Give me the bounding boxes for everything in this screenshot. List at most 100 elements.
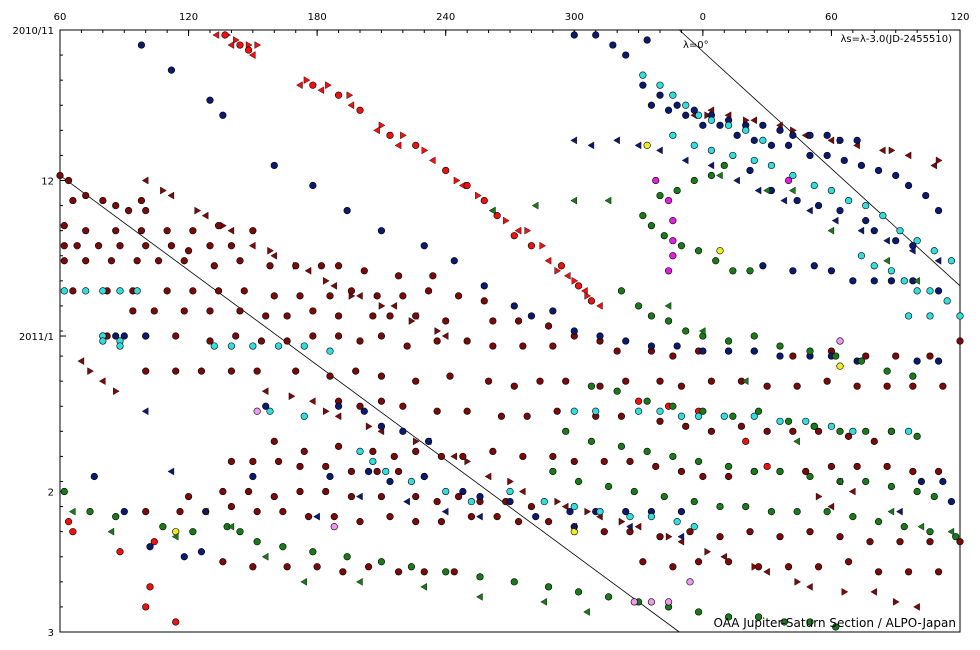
data-point [810,181,818,190]
data-point-triangle-left [934,256,942,265]
data-point [386,477,394,486]
data-point [956,538,964,546]
data-point [339,568,347,576]
data-point [922,191,930,200]
data-point [810,422,818,430]
data-point [377,227,386,235]
data-point [814,427,823,435]
data-point [317,262,326,270]
data-point [257,337,266,345]
data-point-triangle-left [227,226,235,235]
data-point [86,508,94,516]
data-point-triangle-left [806,583,813,591]
data-point [947,497,956,506]
data-point [510,578,518,586]
data-point-triangle-right [267,246,274,255]
data-point [849,427,857,435]
data-point [570,31,578,39]
data-point [904,181,913,190]
data-point [347,492,356,501]
data-point [326,472,334,481]
data-point-triangle-left [754,186,762,195]
data-point [292,367,300,375]
data-point-triangle-left [441,332,449,340]
data-point-triangle-left [98,377,106,386]
data-point [150,307,158,315]
data-point-triangle-left [848,487,856,496]
data-point [249,472,257,481]
data-point [279,508,287,516]
data-point [600,528,608,536]
data-point-triangle-left [531,201,539,210]
data-point [253,367,261,375]
data-point [862,217,870,225]
data-point [656,377,664,385]
data-point [647,342,656,350]
data-point [326,292,334,300]
data-point [566,508,574,516]
data-point [154,257,163,265]
x-tick-label: 300 [565,12,584,23]
data-point [459,487,467,496]
data-point [549,467,557,476]
data-point [514,317,523,325]
data-point [639,81,647,89]
data-point-triangle-right [554,266,562,275]
data-point [394,272,403,280]
data-point [446,372,454,380]
data-point [587,437,596,445]
data-point [904,312,913,320]
data-point [673,342,681,350]
data-point [733,131,741,139]
data-point [180,553,188,561]
data-point [759,121,767,129]
data-point [334,312,343,320]
data-point [112,201,120,210]
data-point [296,487,304,496]
data-point [592,31,600,39]
data-point [669,452,677,461]
data-point [227,367,236,375]
data-point [322,462,330,471]
data-point [322,487,330,496]
data-point [832,623,840,631]
data-point [862,201,870,210]
data-point [172,367,180,375]
data-point [694,457,703,466]
data-point-triangle-left [540,598,547,606]
data-point [352,367,360,375]
data-point [304,513,313,521]
data-point-triangle-right [421,146,429,155]
data-point [112,227,120,235]
data-point-triangle-left [227,41,235,49]
data-point [844,432,853,440]
data-point-triangle-right [893,598,900,606]
data-point [137,196,146,205]
data-point [116,342,124,350]
data-point [214,287,223,295]
data-point-triangle-right [888,146,896,155]
data-point-triangle-right [346,91,354,100]
data-point [330,523,338,531]
data-point-triangle-left [570,522,577,531]
data-point [694,111,703,119]
data-point [142,508,150,516]
data-point [300,447,308,456]
data-point [210,342,218,350]
data-point [639,71,647,79]
data-point [677,382,686,390]
data-point [849,277,857,285]
data-point-triangle-right [113,387,120,396]
x-tick-label: 60 [54,12,67,23]
data-point [823,131,831,139]
data-point [64,518,73,526]
data-point-triangle-left [544,256,552,265]
data-point [716,247,724,255]
data-point-triangle-left [107,527,115,536]
data-point [557,262,566,270]
data-point-triangle-left [212,31,220,39]
data-point [904,568,913,576]
data-point-triangle-left [561,502,569,511]
data-point [613,387,621,395]
data-point [844,558,853,566]
